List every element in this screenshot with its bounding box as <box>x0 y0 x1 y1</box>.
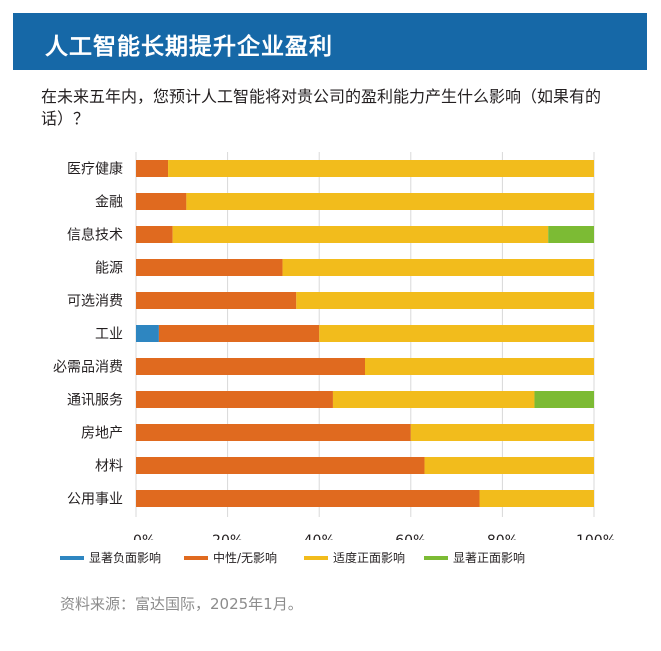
bar-segment <box>158 325 320 342</box>
legend-label-neutral: 中性/无影响 <box>213 551 278 565</box>
bar-segment <box>136 259 283 276</box>
chart-legend: 显著负面影响 中性/无影响 适度正面影响 显著正面影响 <box>60 549 620 569</box>
bar-segment <box>136 358 365 375</box>
category-label: 能源 <box>95 261 123 277</box>
source-note: 资料来源：富达国际，2025年1月。 <box>60 595 303 613</box>
legend-item-significant-negative: 显著负面影响 <box>60 549 161 566</box>
bar-segment <box>410 424 594 441</box>
title-banner: 人工智能长期提升企业盈利 <box>13 13 647 70</box>
bar-segment <box>365 358 594 375</box>
bar-segment <box>332 391 535 408</box>
category-label: 信息技术 <box>67 227 123 244</box>
x-tick-label: 60% <box>395 533 426 540</box>
x-tick-label: 20% <box>212 533 243 540</box>
legend-item-moderate-positive: 适度正面影响 <box>304 549 405 566</box>
bar-segment <box>136 457 425 474</box>
bar-segment <box>136 424 411 441</box>
category-label: 可选消费 <box>67 294 123 310</box>
bar-segment <box>136 193 187 210</box>
chart-title: 人工智能长期提升企业盈利 <box>45 34 333 60</box>
legend-label-moderate-positive: 适度正面影响 <box>333 551 406 565</box>
survey-question: 在未来五年内，您预计人工智能将对贵公司的盈利能力产生什么影响（如果有的话）？ <box>41 87 602 128</box>
category-label: 医疗健康 <box>67 161 123 178</box>
bar-segment <box>186 193 594 210</box>
category-label: 工业 <box>95 327 123 343</box>
legend-swatch-significant-positive <box>424 555 448 560</box>
bar-segment <box>172 226 549 243</box>
bar-segment <box>424 457 594 474</box>
legend-label-significant-negative: 显著负面影响 <box>89 551 162 565</box>
bar-segment <box>136 490 480 507</box>
category-label: 公用事业 <box>67 492 123 508</box>
x-tick-label: 80% <box>487 533 518 540</box>
category-label: 金融 <box>95 195 123 211</box>
legend-swatch-significant-negative <box>60 555 84 560</box>
legend-swatch-moderate-positive <box>304 555 328 560</box>
x-tick-label: 100% <box>576 533 616 540</box>
legend-label-significant-positive: 显著正面影响 <box>453 551 526 565</box>
category-label: 房地产 <box>81 426 123 442</box>
category-label: 必需品消费 <box>53 360 123 376</box>
bar-segment <box>319 325 594 342</box>
bar-segment <box>168 160 594 177</box>
bar-segment <box>296 292 594 309</box>
bar-segment <box>282 259 594 276</box>
x-tick-label: 0% <box>133 533 155 540</box>
bar-segment <box>136 226 173 243</box>
bar-segment <box>136 292 297 309</box>
bar-segment <box>136 325 159 342</box>
x-tick-label: 40% <box>304 533 335 540</box>
legend-item-neutral: 中性/无影响 <box>184 549 277 566</box>
category-label: 材料 <box>95 459 123 475</box>
bar-segment <box>136 160 169 177</box>
legend-swatch-neutral <box>184 555 208 560</box>
category-label: 通讯服务 <box>67 393 123 409</box>
bar-segment <box>534 391 594 408</box>
bar-segment <box>548 226 594 243</box>
bar-segment <box>479 490 594 507</box>
legend-item-significant-positive: 显著正面影响 <box>424 549 525 566</box>
bar-segment <box>136 391 333 408</box>
